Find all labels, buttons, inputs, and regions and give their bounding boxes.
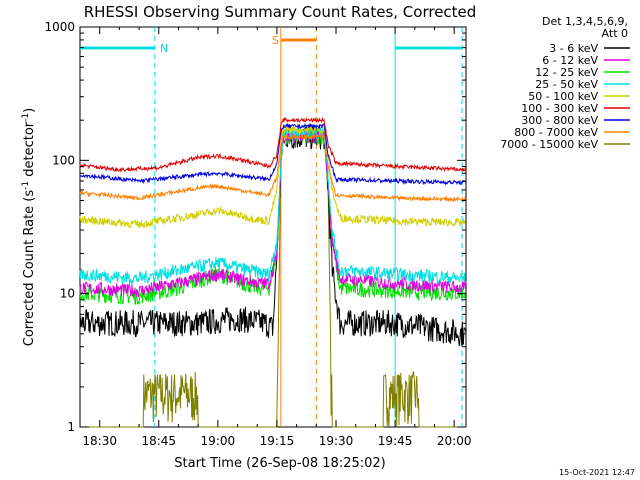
saa-intervals: S [272, 27, 317, 427]
x-tick-label-5: 19:45 [378, 434, 413, 448]
y-axis-label-end: ) [22, 108, 37, 113]
x-tick-label-3: 19:15 [260, 434, 295, 448]
series-line-1 [79, 128, 467, 298]
legend-label-2: 12 - 25 keV [535, 66, 598, 79]
legend-label-4: 50 - 100 keV [528, 90, 598, 103]
legend-label-0: 3 - 6 keV [549, 42, 598, 55]
series-lines [79, 116, 467, 428]
y-axis-label-main: Corrected Count Rate (s [22, 190, 37, 347]
series-line-7 [79, 133, 467, 203]
x-tick-label-1: 18:45 [141, 434, 176, 448]
legend-label-7: 800 - 7000 keV [514, 126, 598, 139]
y-tick-label-1: 10 [60, 287, 75, 301]
night-label: N [160, 42, 168, 55]
series-line-6 [79, 122, 467, 186]
legend-label-6: 300 - 800 keV [521, 114, 598, 127]
y-tick-label-3: 1000 [44, 20, 75, 34]
legend-label-8: 7000 - 15000 keV [500, 138, 598, 151]
x-tick-label-6: 20:00 [437, 434, 472, 448]
x-tick-label-2: 19:00 [201, 434, 236, 448]
timestamp: 15-Oct-2021 12:47 [559, 468, 635, 477]
chart-title: RHESSI Observing Summary Count Rates, Co… [84, 3, 477, 21]
saa-label: S [272, 34, 279, 47]
y-axis-ticks: 1 10 100 1000 [44, 20, 466, 434]
y-axis-label: Corrected Count Rate (s-1 detector-1) [21, 108, 37, 346]
y-axis-label-mid: detector [22, 121, 37, 181]
plot-area: N S 18:30 18:45 19:00 19:15 19:30 19:45 20:00 … [44, 20, 471, 448]
legend-label-3: 25 - 50 keV [535, 78, 598, 91]
y-tick-label-0: 1 [67, 420, 75, 434]
y-tick-label-2: 100 [52, 153, 75, 167]
series-line-3 [79, 126, 467, 285]
legend-label-5: 100 - 300 keV [521, 102, 598, 115]
x-tick-label-4: 19:30 [319, 434, 354, 448]
y-axis-label-sup1: -1 [21, 181, 31, 190]
night-intervals: N [80, 27, 463, 427]
x-tick-label-0: 18:30 [82, 434, 117, 448]
x-axis-ticks: 18:30 18:45 19:00 19:15 19:30 19:45 20:00 [82, 27, 471, 448]
legend-header-line-1: Det 1,3,4,5,6,9, [542, 15, 628, 28]
series-line-4 [79, 125, 466, 229]
y-axis-label-sup2: -1 [21, 113, 31, 122]
legend-header-line-2: Att 0 [602, 27, 628, 40]
series-line-8 [80, 136, 466, 428]
legend-label-1: 6 - 12 keV [542, 54, 598, 67]
series-line-0 [79, 123, 467, 347]
x-axis-label: Start Time (26-Sep-08 18:25:02) [174, 456, 385, 471]
series-line-5 [79, 116, 467, 173]
